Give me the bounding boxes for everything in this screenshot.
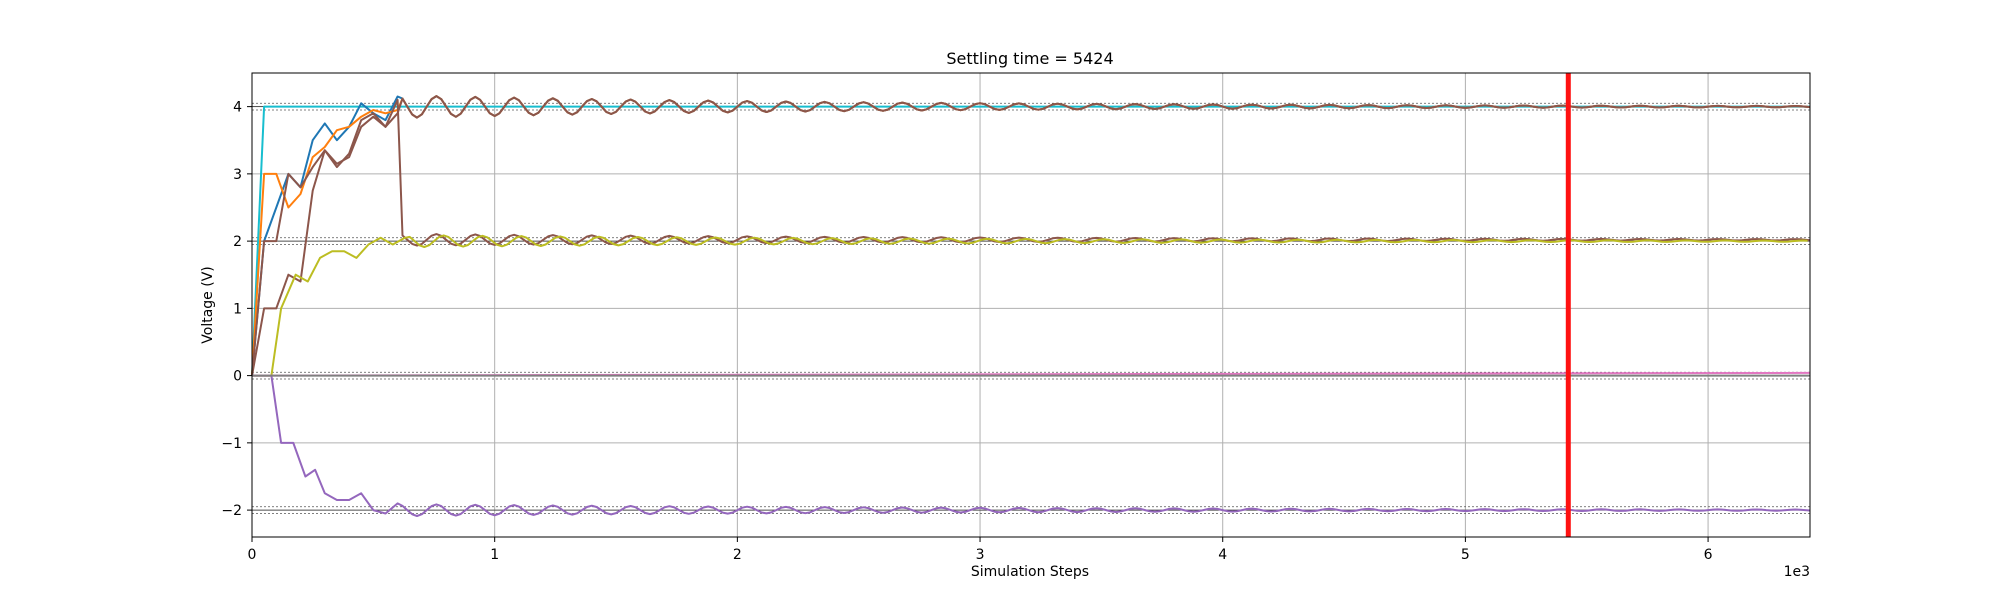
y-tick-label: 4 xyxy=(233,100,242,116)
y-tick-label: 2 xyxy=(233,234,242,250)
x-tick-label: 0 xyxy=(248,547,257,563)
y-tick-label: −1 xyxy=(221,436,242,452)
x-tick-label: 5 xyxy=(1461,547,1470,563)
series-line xyxy=(252,374,1811,517)
grid xyxy=(251,73,1810,537)
y-tick-label: −2 xyxy=(221,503,242,519)
x-tick-label: 1 xyxy=(490,547,499,563)
series-line xyxy=(252,234,1808,377)
x-axis-ticks: 0 1 2 3 4 5 6 xyxy=(248,537,1713,563)
x-tick-label: 2 xyxy=(733,547,742,563)
series-line xyxy=(251,95,1811,376)
y-axis-label: Voltage (V) xyxy=(200,266,216,343)
series-lines xyxy=(251,95,1811,517)
x-tick-label: 6 xyxy=(1704,547,1713,563)
plot-frame xyxy=(251,72,1811,538)
y-tick-label: 0 xyxy=(233,369,242,385)
series-line xyxy=(251,105,1810,376)
x-tick-label: 4 xyxy=(1218,547,1227,563)
x-offset-label: 1e3 xyxy=(1784,564,1810,580)
y-tick-label: 3 xyxy=(233,167,242,183)
chart-title: Settling time = 5424 xyxy=(946,49,1113,68)
y-axis-ticks: −2 −1 0 1 2 3 4 xyxy=(221,100,252,519)
x-tick-label: 3 xyxy=(976,547,985,563)
y-tick-label: 1 xyxy=(233,301,242,317)
x-axis-label: Simulation Steps xyxy=(971,564,1089,580)
